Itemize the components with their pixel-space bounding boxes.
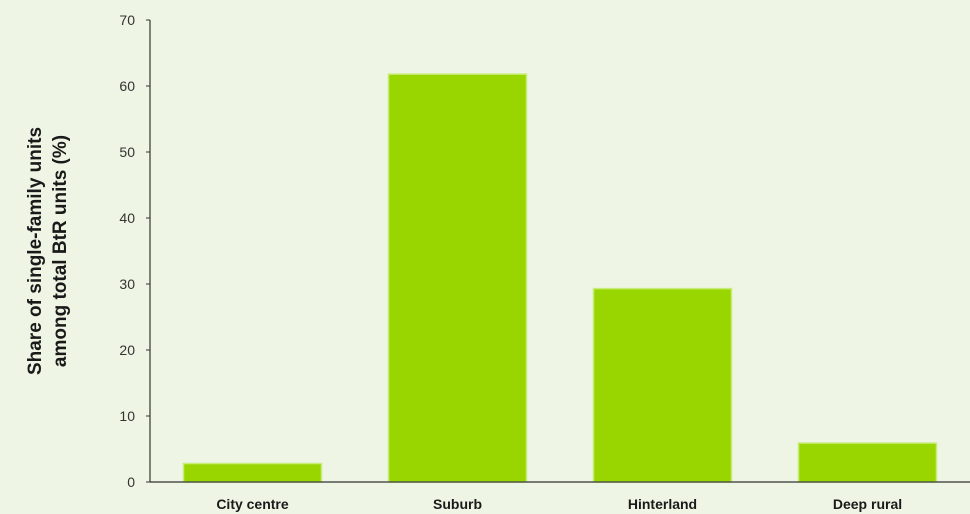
- bars: [182, 73, 938, 483]
- bar-city-centre: [182, 462, 323, 483]
- y-tick-label: 0: [127, 474, 135, 490]
- y-tick-label: 40: [119, 210, 135, 226]
- bar-suburb: [387, 73, 528, 483]
- x-tick-label: Suburb: [433, 496, 482, 512]
- y-axis-title-line-2: among total BtR units (%): [50, 135, 71, 367]
- y-tick-label: 10: [119, 408, 135, 424]
- y-tick-label: 60: [119, 78, 135, 94]
- x-tick-label: Hinterland: [628, 496, 697, 512]
- y-tick-label: 20: [119, 342, 135, 358]
- x-tick-label: City centre: [216, 496, 289, 512]
- axes: 0 10 20 30 40 50 60 70 City centre Suburb Hinterla…: [119, 12, 970, 512]
- x-tick-label: Deep rural: [833, 496, 902, 512]
- y-axis-title-line-1: Share of single-family units: [25, 127, 46, 375]
- y-tick-label: 30: [119, 276, 135, 292]
- y-tick-label: 50: [119, 144, 135, 160]
- bar-deep-rural: [797, 442, 938, 483]
- y-axis-title: Share of single-family units among total…: [25, 127, 71, 375]
- y-tick-label: 70: [119, 12, 135, 28]
- bar-hinterland: [592, 287, 733, 483]
